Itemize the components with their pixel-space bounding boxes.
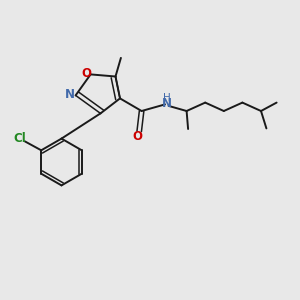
Text: N: N [161, 97, 172, 110]
Text: O: O [81, 67, 91, 80]
Text: N: N [65, 88, 75, 101]
Text: O: O [133, 130, 143, 143]
Text: H: H [163, 93, 170, 103]
Text: Cl: Cl [14, 132, 27, 146]
